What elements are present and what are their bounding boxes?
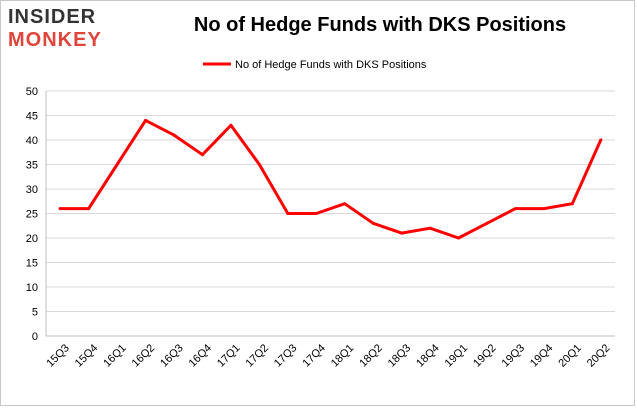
series-line [58, 118, 603, 240]
y-tick-label: 0 [32, 331, 38, 343]
data-point [400, 231, 404, 235]
x-tick-label: 20Q2 [585, 342, 613, 370]
data-point [87, 207, 91, 211]
x-tick-label: 18Q1 [329, 342, 357, 370]
x-tick-label: 16Q1 [101, 342, 129, 370]
legend: No of Hedge Funds with DKS Positions [203, 59, 427, 71]
x-tick-label: 19Q2 [471, 342, 499, 370]
data-point [286, 212, 290, 215]
x-tick-label: 19Q4 [528, 342, 556, 370]
x-tick-label: 20Q1 [556, 342, 584, 370]
y-tick-label: 30 [26, 184, 38, 196]
y-tick-label: 10 [26, 282, 38, 294]
x-tick-label: 19Q3 [500, 342, 528, 370]
axes [45, 91, 615, 337]
x-tick-label: 17Q3 [272, 342, 300, 370]
y-tick-label: 40 [26, 135, 38, 147]
x-tick-label: 16Q4 [187, 342, 215, 370]
y-tick-labels: 0 5 10 15 20 25 30 35 40 45 50 [26, 86, 38, 343]
data-point [200, 153, 204, 157]
data-point [599, 138, 603, 142]
logo-line2: MONKEY [8, 29, 102, 51]
data-point [58, 207, 62, 211]
series-lines [58, 118, 603, 240]
x-tick-label: 18Q3 [386, 342, 414, 370]
x-tick-label: 16Q2 [130, 342, 158, 370]
x-tick-label: 15Q3 [44, 342, 72, 370]
y-tick-label: 35 [26, 160, 38, 172]
x-tick-label: 17Q2 [243, 342, 271, 370]
y-tick-label: 45 [26, 111, 38, 123]
y-tick-label: 15 [26, 258, 38, 270]
data-point [513, 207, 517, 211]
logo-line1: INSIDER [8, 6, 97, 28]
data-point [343, 202, 347, 206]
data-point [485, 221, 489, 225]
data-point [115, 163, 119, 166]
y-tick-label: 25 [26, 209, 38, 221]
x-tick-label: 17Q4 [300, 342, 328, 370]
data-point [428, 226, 432, 230]
x-tick-label: 17Q1 [215, 342, 243, 370]
x-tick-label: 18Q4 [414, 342, 442, 370]
data-point [457, 236, 461, 240]
x-tick-label: 16Q3 [158, 342, 186, 370]
x-tick-labels: 15Q3 15Q4 16Q1 16Q2 16Q3 16Q4 17Q1 17Q2 17Q3 17Q4… [44, 342, 612, 370]
x-tick-label: 19Q1 [443, 342, 471, 370]
data-point [371, 221, 375, 225]
data-point [229, 123, 233, 127]
legend-label: No of Hedge Funds with DKS Positions [235, 59, 427, 71]
y-tick-label: 5 [32, 307, 38, 319]
data-point [144, 118, 148, 122]
y-tick-label: 20 [26, 233, 38, 245]
data-point [314, 212, 318, 215]
chart-title: No of Hedge Funds with DKS Positions [193, 14, 567, 36]
data-point [570, 202, 574, 206]
data-point [172, 133, 176, 137]
x-tick-label: 18Q2 [357, 342, 385, 370]
x-tick-label: 15Q4 [73, 342, 101, 370]
y-tick-label: 50 [26, 86, 38, 98]
data-point [257, 163, 261, 166]
grid-lines [46, 90, 615, 337]
data-point [542, 207, 546, 211]
insider-monkey-logo: INSIDER MONKEY [8, 6, 126, 54]
